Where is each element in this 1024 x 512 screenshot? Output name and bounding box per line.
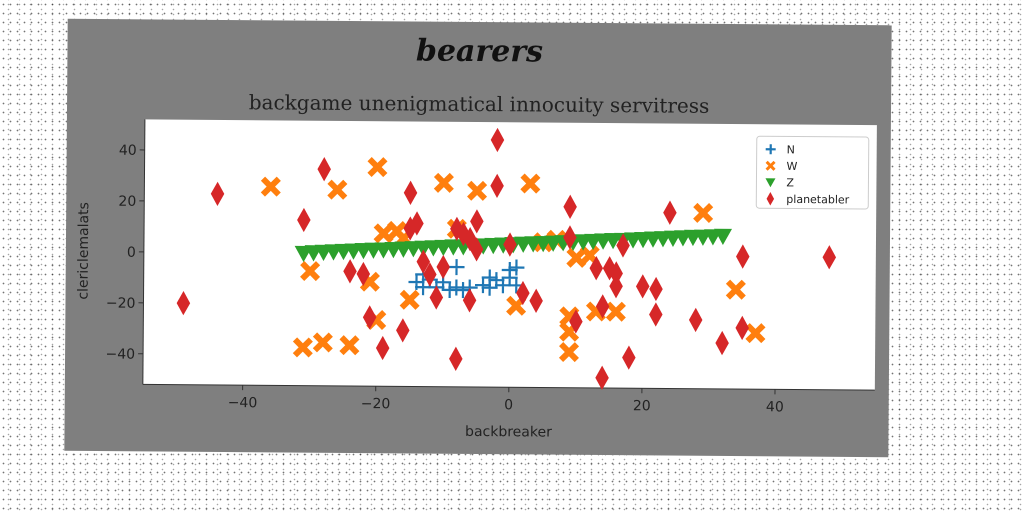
y-axis-label: clericlemalats: [76, 202, 93, 300]
legend-marker-z: [765, 178, 776, 188]
point-planetabler: [609, 274, 623, 299]
point-planetabler: [516, 280, 530, 306]
point-n: [448, 259, 465, 276]
point-planetabler: [602, 256, 617, 281]
x-tick-label: 0: [504, 397, 513, 413]
point-w: [327, 179, 348, 200]
point-planetabler: [569, 309, 583, 334]
point-planetabler: [663, 200, 677, 225]
y-tick-label: 0: [127, 245, 136, 261]
point-planetabler: [423, 262, 437, 287]
legend-label-planetabler: planetabler: [786, 193, 849, 206]
point-planetabler: [735, 315, 749, 341]
point-w: [292, 337, 313, 358]
point-planetabler: [529, 288, 543, 313]
point-planetabler: [462, 288, 477, 313]
legend-label-n: N: [787, 143, 795, 156]
point-planetabler: [463, 227, 477, 252]
point-planetabler: [210, 181, 225, 206]
point-n: [455, 282, 472, 299]
point-planetabler: [375, 335, 390, 361]
point-planetabler: [563, 225, 577, 250]
point-planetabler: [176, 291, 191, 316]
x-tick-label: 20: [633, 398, 651, 414]
point-planetabler: [490, 127, 505, 153]
figure: bearers backgame unenigmatical innocuity…: [64, 18, 892, 458]
axis-ticks: −40 −20 0 20 40 −40 −20 0 20 40: [105, 143, 784, 416]
point-planetabler: [822, 245, 837, 270]
point-planetabler: [649, 302, 663, 327]
point-planetabler: [297, 207, 311, 233]
point-w: [605, 301, 626, 322]
legend-marker-n: [765, 144, 776, 155]
point-planetabler: [343, 259, 357, 284]
point-planetabler: [429, 285, 444, 310]
point-planetabler: [635, 274, 650, 299]
legend-marker-w: [765, 160, 776, 171]
point-planetabler: [469, 237, 484, 262]
point-w: [260, 176, 281, 197]
point-planetabler: [622, 345, 636, 370]
series-planetabler: [176, 127, 837, 390]
point-planetabler: [410, 211, 424, 236]
x-tick-label: −40: [228, 395, 258, 411]
point-n: [508, 259, 525, 276]
point-planetabler: [688, 307, 703, 333]
point-w: [520, 173, 541, 194]
point-planetabler: [456, 221, 471, 247]
point-planetabler: [563, 194, 577, 219]
legend-marker-planetabler: [766, 192, 775, 206]
point-planetabler: [616, 233, 630, 258]
point-planetabler: [436, 254, 450, 280]
legend-box: [755, 135, 870, 210]
point-planetabler: [649, 276, 663, 302]
point-planetabler: [490, 173, 504, 199]
point-w: [693, 202, 714, 223]
point-w: [399, 289, 420, 310]
point-planetabler: [317, 157, 331, 182]
point-planetabler: [589, 256, 604, 281]
legend-label-w: W: [787, 160, 798, 173]
point-planetabler: [449, 346, 463, 371]
point-w: [367, 157, 388, 178]
series-w: [260, 157, 766, 363]
point-w: [467, 180, 488, 201]
point-planetabler: [609, 261, 623, 286]
point-w: [339, 335, 360, 356]
point-planetabler: [470, 209, 484, 234]
point-planetabler: [503, 232, 517, 257]
point-w: [558, 341, 580, 363]
data-marks: [176, 127, 837, 390]
point-planetabler: [356, 261, 371, 287]
point-planetabler: [450, 216, 464, 242]
point-planetabler: [362, 305, 377, 330]
point-planetabler: [595, 294, 610, 319]
y-tick-label: −40: [105, 347, 135, 363]
point-w: [300, 260, 321, 282]
y-tick-label: 40: [119, 143, 137, 159]
point-n: [481, 279, 498, 296]
point-z: [714, 228, 733, 246]
x-axis-label: backbreaker: [465, 424, 552, 441]
point-planetabler: [715, 330, 729, 356]
point-w: [745, 323, 766, 344]
point-planetabler: [595, 365, 609, 390]
point-planetabler: [416, 249, 431, 274]
y-tick-label: 20: [118, 194, 136, 210]
series-n: [408, 259, 525, 299]
legend-label-z: Z: [786, 176, 794, 189]
point-planetabler: [403, 180, 418, 205]
point-n: [501, 269, 518, 286]
point-w: [725, 279, 746, 300]
point-planetabler: [736, 244, 750, 269]
scatter-plot: −40 −20 0 20 40 −40 −20 0 20 40 backbreaker cleri…: [76, 119, 877, 441]
point-n: [475, 277, 492, 294]
point-w: [312, 332, 333, 353]
y-tick-label: −20: [106, 296, 136, 312]
point-w: [433, 172, 454, 193]
point-planetabler: [396, 318, 410, 343]
x-tick-label: −20: [361, 396, 391, 412]
x-tick-label: 40: [766, 399, 784, 415]
